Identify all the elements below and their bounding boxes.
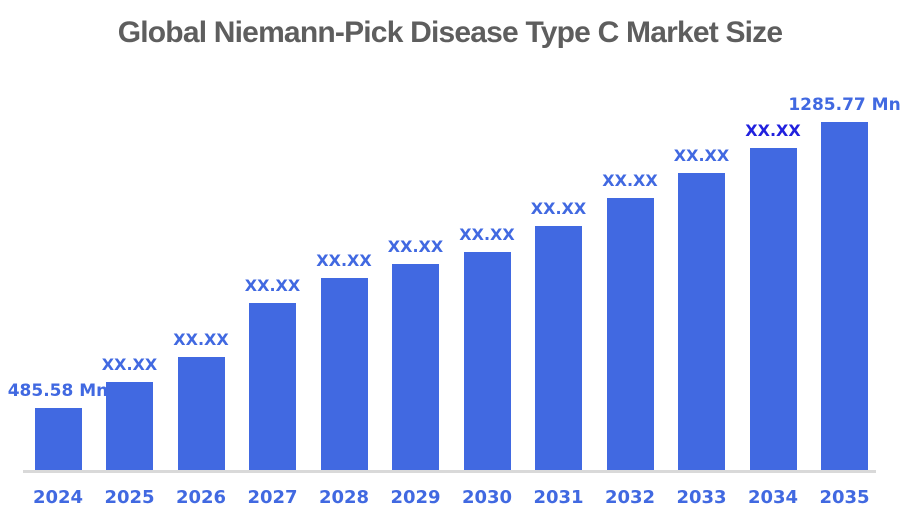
bar-value-label-2026: XX.XX <box>173 330 229 349</box>
bar-2028 <box>320 278 368 470</box>
bar-value-label-2025: XX.XX <box>101 355 158 374</box>
bar-2030 <box>463 252 511 470</box>
bar-value-label-2031: XX.XX <box>530 199 587 218</box>
bar-2034 <box>749 148 797 470</box>
bar-value-label-2034: XX.XX <box>745 121 801 140</box>
x-tick-label-2024: 2024 <box>32 487 84 508</box>
bar-2032 <box>606 198 654 470</box>
bar-2033 <box>678 173 725 470</box>
x-axis-line <box>23 470 876 473</box>
x-tick-label-2032: 2032 <box>604 487 656 508</box>
bar-2031 <box>535 226 582 470</box>
x-tick-label-2030: 2030 <box>461 487 513 508</box>
bar-2035 <box>821 122 868 470</box>
x-tick-label-2033: 2033 <box>676 487 727 508</box>
bar-value-label-2030: XX.XX <box>459 225 515 244</box>
x-tick-label-2027: 2027 <box>247 487 298 508</box>
bar-value-label-2028: XX.XX <box>316 251 372 270</box>
bar-value-label-2032: XX.XX <box>602 171 658 190</box>
bar-value-label-2033: XX.XX <box>673 146 730 165</box>
bar-2025 <box>106 382 153 470</box>
bar-2026 <box>177 357 225 470</box>
x-tick-label-2035: 2035 <box>819 487 870 508</box>
x-tick-label-2034: 2034 <box>747 487 799 508</box>
x-tick-label-2029: 2029 <box>390 487 441 508</box>
bar-value-label-2024: 485.58 Mn <box>7 381 109 401</box>
x-tick-label-2028: 2028 <box>318 487 370 508</box>
bar-2024 <box>34 408 82 470</box>
x-tick-label-2031: 2031 <box>533 487 584 508</box>
bar-value-label-2029: XX.XX <box>387 237 444 256</box>
x-tick-label-2025: 2025 <box>104 487 155 508</box>
x-tick-label-2026: 2026 <box>175 487 227 508</box>
bar-value-label-2027: XX.XX <box>244 276 301 295</box>
bar-value-label-2035: 1285.77 Mn <box>788 95 900 115</box>
bar-2029 <box>392 264 439 470</box>
chart-title: Global Niemann-Pick Disease Type C Marke… <box>117 16 783 49</box>
bar-2027 <box>249 303 296 470</box>
